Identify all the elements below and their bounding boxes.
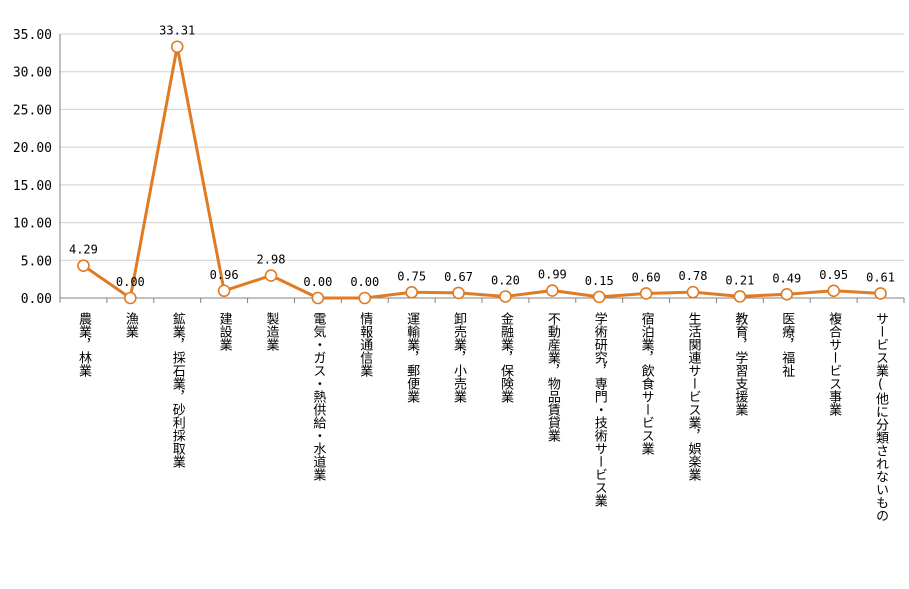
data-point — [217, 284, 231, 298]
data-label: 0.00 — [303, 275, 332, 289]
x-category-label: 宿泊業，飲食サービス業 — [639, 311, 655, 455]
data-label: 33.31 — [159, 24, 195, 38]
data-point — [546, 284, 559, 297]
data-label: 0.95 — [819, 268, 848, 282]
data-point — [686, 285, 700, 299]
data-markers — [77, 40, 887, 305]
data-label: 0.15 — [585, 274, 614, 288]
data-point — [639, 287, 653, 300]
x-category-label: 電気・ガス・熱供給・水道業 — [310, 312, 326, 481]
x-category-label: サービス業(他に分類されないもの — [873, 312, 889, 522]
y-tick-label: 30.00 — [13, 66, 52, 81]
x-category-label: 教育，学習支援業 — [732, 311, 748, 416]
y-tick-label: 15.00 — [13, 179, 52, 194]
data-label: 0.67 — [444, 270, 473, 284]
y-tick-label: 10.00 — [13, 217, 52, 232]
x-category-label: 卸売業，小売業 — [451, 311, 467, 403]
data-point — [358, 291, 372, 305]
y-tick-label: 0.00 — [21, 292, 52, 307]
data-point — [124, 291, 137, 305]
y-tick-label: 5.00 — [21, 254, 52, 269]
data-label: 0.96 — [210, 268, 239, 282]
data-label: 0.20 — [491, 273, 520, 287]
x-category-label: 金融業，保険業 — [498, 311, 514, 403]
axes — [59, 34, 905, 303]
x-category-label: 生活関連サービス業，娯楽業 — [686, 312, 702, 481]
data-point — [592, 290, 606, 304]
x-category-label: 運輸業，郵便業 — [404, 312, 420, 403]
x-category-label: 不動産業，物品賃貸業 — [545, 312, 561, 442]
data-label: 0.78 — [679, 269, 708, 283]
data-point — [874, 287, 887, 300]
data-labels: 4.29 0.00 33.31 0.96 2.98 0.00 0.00 0.75 0.67 0.2… — [69, 24, 895, 289]
data-label: 0.75 — [397, 269, 426, 283]
data-label: 0.21 — [725, 273, 754, 287]
data-label: 4.29 — [69, 243, 98, 257]
data-point — [780, 288, 794, 301]
y-tick-label: 35.00 — [13, 28, 52, 43]
x-category-label: 建設業 — [217, 312, 233, 351]
x-category-label: 製造業 — [264, 312, 280, 351]
y-tick-label: 25.00 — [13, 103, 52, 118]
data-point — [77, 259, 90, 272]
data-label: 2.98 — [257, 253, 286, 267]
data-label: 0.60 — [632, 270, 661, 284]
series-line-group — [82, 45, 881, 300]
x-category-label: 複合サービス事業 — [826, 311, 842, 416]
data-label: 0.00 — [116, 275, 145, 289]
series-line — [82, 45, 881, 300]
data-label: 0.00 — [350, 275, 379, 289]
data-point — [827, 284, 840, 298]
y-tick-label: 20.00 — [13, 141, 52, 156]
x-category-label: 鉱業，採石業，砂利採取業 — [170, 311, 186, 468]
data-label: 0.61 — [866, 270, 895, 284]
data-point — [733, 290, 747, 303]
x-category-label: 漁業 — [123, 312, 139, 338]
x-axis-category-labels: 農業，林業 漁業 鉱業，採石業，砂利採取業 建設業 製造業 電気・ガス・熱供給・水道業 情報… — [76, 311, 889, 522]
data-point — [170, 40, 184, 54]
x-category-label: 農業，林業 — [76, 312, 92, 377]
x-category-label: 情報通信業 — [357, 312, 373, 377]
x-category-label: 医療，福祉 — [779, 312, 795, 378]
data-label: 0.49 — [772, 271, 801, 285]
data-label: 0.99 — [538, 268, 567, 282]
data-point — [311, 291, 325, 305]
data-point — [452, 286, 465, 300]
data-point — [405, 286, 418, 299]
gridlines — [60, 33, 904, 261]
x-category-label: 学術研究，専門・技術サービス業 — [592, 311, 608, 507]
y-axis-tick-labels: 0.00 5.00 10.00 15.00 20.00 25.00 30.00 35.00 — [13, 28, 52, 307]
data-point — [499, 290, 512, 303]
data-point — [264, 269, 278, 282]
